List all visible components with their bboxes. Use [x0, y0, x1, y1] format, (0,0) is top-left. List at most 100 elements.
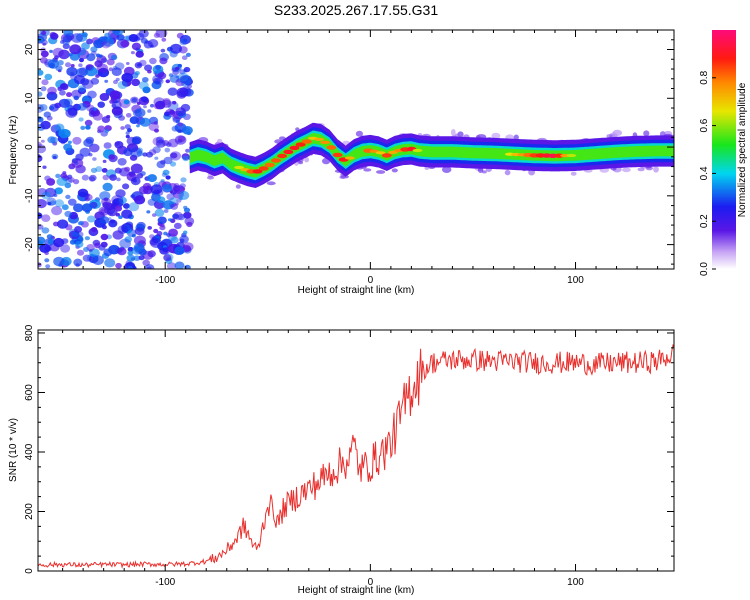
noise-speckle [81, 203, 93, 213]
noise-speckle [114, 141, 120, 146]
noise-speckle [121, 209, 133, 219]
noise-speckle [72, 136, 82, 145]
noise-speckle [46, 115, 53, 121]
ridge-peak [234, 165, 245, 170]
noise-speckle [41, 79, 49, 86]
y-tick-label: 600 [24, 384, 35, 401]
noise-speckle [111, 67, 122, 76]
y-tick-label: 20 [24, 44, 35, 56]
noise-speckle [165, 79, 171, 84]
noise-speckle [53, 221, 59, 227]
noise-speckle [65, 62, 71, 68]
y-tick-label: -10 [24, 188, 35, 203]
noise-speckle [47, 59, 59, 69]
noise-speckle [86, 38, 93, 45]
noise-speckle [41, 214, 51, 222]
noise-speckle [181, 55, 188, 60]
noise-speckle [90, 46, 98, 53]
noise-speckle [142, 152, 148, 157]
noise-speckle [71, 158, 84, 169]
colorbar-tick-label: 0.6 [699, 118, 710, 132]
x-tick-label: -100 [155, 275, 175, 286]
noise-speckle [49, 49, 53, 54]
ridge-peak [314, 137, 325, 141]
x-tick-label: 100 [567, 577, 584, 588]
y-tick-label: 200 [24, 503, 35, 520]
noise-speckle [85, 125, 91, 130]
noise-speckle [168, 218, 172, 222]
ridge-peak [283, 149, 294, 155]
spectrogram-xlabel: Height of straight line (km) [298, 285, 415, 296]
noise-speckle [163, 209, 169, 213]
ridge-peak [277, 153, 288, 159]
noise-speckle [150, 184, 163, 195]
noise-speckle [123, 99, 130, 105]
noise-speckle [136, 124, 140, 128]
ridge-halo [207, 175, 214, 180]
noise-speckle [47, 201, 52, 206]
noise-speckle [71, 33, 83, 43]
noise-speckle [120, 40, 130, 48]
noise-speckle [154, 156, 159, 160]
noise-speckle [109, 219, 115, 224]
noise-speckle [179, 38, 188, 46]
noise-speckle [59, 90, 66, 96]
noise-speckle [110, 54, 118, 61]
noise-speckle [41, 227, 50, 234]
ridge-halo [643, 130, 650, 137]
spectrogram-ylabel: Frequency (Hz) [8, 116, 19, 185]
noise-speckle [97, 125, 106, 133]
ridge-halo [339, 175, 346, 179]
noise-speckle [105, 36, 114, 43]
noise-speckle [115, 212, 121, 217]
ridge-peak [258, 166, 269, 171]
noise-speckle [160, 159, 166, 165]
noise-speckle [92, 255, 104, 266]
noise-speckle [131, 42, 141, 51]
noise-speckle [52, 47, 64, 58]
noise-speckle [178, 190, 190, 200]
noise-speckle [46, 178, 56, 186]
noise-speckle [172, 100, 177, 105]
ridge-halo [637, 167, 645, 172]
noise-speckle [112, 30, 124, 36]
noise-speckle [142, 86, 151, 94]
noise-speckle [160, 223, 165, 228]
noise-speckle [163, 254, 172, 262]
noise-speckle [142, 182, 152, 191]
noise-speckle [100, 233, 109, 241]
noise-speckle [163, 156, 173, 165]
noise-speckle [117, 225, 128, 234]
noise-speckle [135, 50, 144, 58]
ridge-halo [482, 170, 487, 174]
noise-speckle [149, 238, 158, 246]
ridge-halo [279, 136, 286, 140]
ridge-halo [442, 166, 452, 174]
ridge-peak [412, 148, 423, 153]
noise-speckle [174, 261, 185, 269]
noise-speckle [169, 151, 181, 161]
noise-speckle [138, 255, 145, 261]
noise-speckle [147, 250, 156, 258]
noise-speckle [153, 97, 165, 107]
noise-speckle [62, 34, 72, 43]
noise-speckle [93, 39, 104, 49]
noise-speckle [79, 147, 91, 157]
ridge-peak [381, 153, 392, 158]
noise-speckle [168, 138, 179, 148]
x-tick-label: -100 [155, 577, 175, 588]
noise-speckle [170, 203, 179, 210]
noise-speckle [64, 182, 72, 189]
noise-speckle [77, 87, 87, 95]
noise-speckle [125, 134, 130, 139]
ridge-halo [513, 134, 519, 141]
noise-speckle [120, 126, 125, 130]
noise-speckle [76, 249, 85, 256]
noise-speckle [102, 174, 110, 181]
noise-speckle [99, 93, 110, 101]
noise-speckle [78, 63, 83, 68]
ridge-peak [332, 152, 343, 158]
ridge-halo [570, 171, 577, 176]
noise-speckle [51, 206, 63, 216]
noise-speckle [50, 136, 58, 144]
